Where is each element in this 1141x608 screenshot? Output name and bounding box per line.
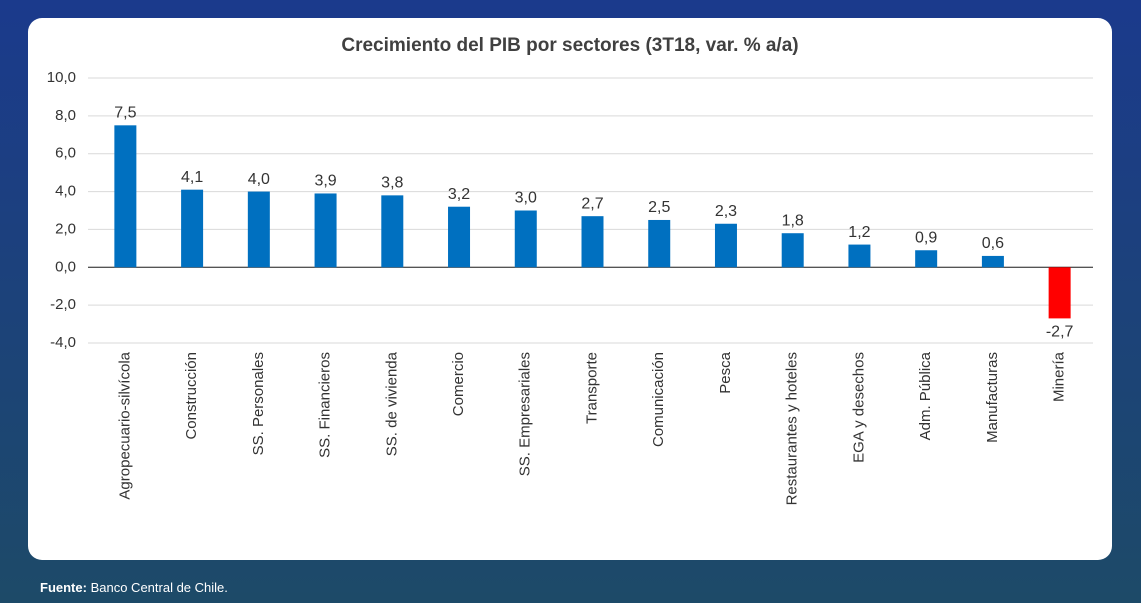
- bar: [781, 233, 804, 268]
- data-label: 0,6: [982, 235, 1004, 252]
- x-tick-label: Minería: [1051, 351, 1068, 402]
- data-label: 3,0: [515, 190, 537, 207]
- chart-panel: [28, 18, 1112, 560]
- bar: [514, 210, 537, 268]
- data-label: -2,7: [1046, 324, 1074, 341]
- bar: [714, 223, 737, 268]
- y-tick-label: 0,0: [55, 258, 76, 275]
- chart-title: Crecimiento del PIB por sectores (3T18, …: [341, 35, 798, 56]
- y-tick-label: -2,0: [50, 296, 76, 313]
- data-label: 4,0: [248, 171, 270, 188]
- bar: [114, 125, 137, 268]
- x-tick-label: SS. Empresariales: [517, 352, 534, 476]
- y-tick-label: 6,0: [55, 145, 76, 162]
- x-tick-label: Transporte: [583, 352, 600, 424]
- bar: [1048, 267, 1071, 319]
- data-label: 2,7: [581, 195, 603, 212]
- x-tick-label: SS. Personales: [250, 352, 267, 455]
- x-tick-label: Comercio: [450, 352, 467, 416]
- data-label: 1,2: [848, 224, 870, 241]
- data-label: 3,9: [314, 173, 336, 190]
- y-tick-label: 8,0: [55, 107, 76, 124]
- x-tick-label: Adm. Pública: [917, 351, 934, 440]
- y-tick-label: 4,0: [55, 183, 76, 200]
- source: Fuente: Banco Central de Chile.: [40, 580, 228, 595]
- source-text: Banco Central de Chile.: [91, 580, 228, 595]
- bar: [648, 219, 671, 268]
- bar: [314, 193, 337, 268]
- y-tick-label: -4,0: [50, 334, 76, 351]
- y-tick-label: 2,0: [55, 220, 76, 237]
- data-label: 7,5: [114, 105, 136, 122]
- data-label: 3,2: [448, 186, 470, 203]
- data-label: 0,9: [915, 229, 937, 246]
- x-tick-label: Comunicación: [650, 352, 667, 447]
- bar: [247, 191, 270, 268]
- bar: [915, 250, 938, 268]
- x-tick-label: Pesca: [717, 351, 734, 393]
- data-label: 2,3: [715, 203, 737, 220]
- x-tick-label: Agropecuario-silvícola: [116, 351, 133, 499]
- source-label: Fuente:: [40, 580, 87, 595]
- x-tick-label: Restaurantes y hoteles: [784, 352, 801, 505]
- bar: [381, 195, 404, 268]
- data-label: 3,8: [381, 175, 403, 192]
- x-tick-label: SS. Financieros: [317, 352, 334, 458]
- y-tick-label: 10,0: [47, 69, 76, 86]
- x-tick-label: EGA y desechos: [850, 352, 867, 463]
- bar: [848, 244, 871, 268]
- data-label: 2,5: [648, 199, 670, 216]
- bar: [581, 216, 604, 268]
- x-tick-label: SS. de vivienda: [383, 351, 400, 456]
- x-tick-label: Manufacturas: [984, 352, 1001, 443]
- bar: [181, 189, 204, 268]
- data-label: 4,1: [181, 169, 203, 186]
- data-label: 1,8: [782, 212, 804, 229]
- x-tick-label: Construcción: [183, 352, 200, 440]
- bar: [981, 255, 1004, 268]
- bar: [448, 206, 471, 268]
